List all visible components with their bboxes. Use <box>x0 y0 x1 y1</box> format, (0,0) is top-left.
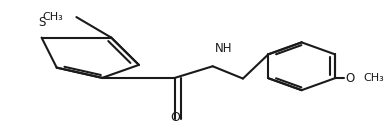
Text: O: O <box>170 111 180 124</box>
Text: S: S <box>38 16 45 29</box>
Text: NH: NH <box>215 42 232 55</box>
Text: O: O <box>345 72 355 85</box>
Text: CH₃: CH₃ <box>363 73 384 83</box>
Text: CH₃: CH₃ <box>42 12 63 22</box>
